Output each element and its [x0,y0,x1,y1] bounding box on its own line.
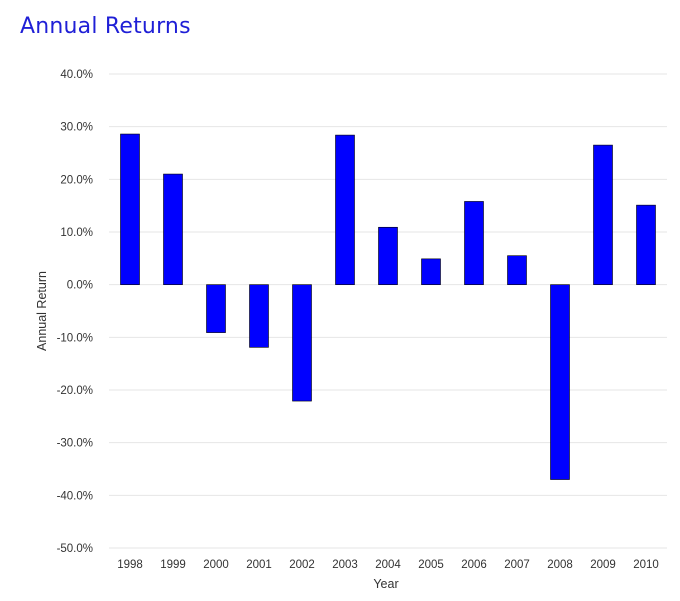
bar-2002 [292,284,312,402]
bar-2008 [550,284,570,480]
y-axis-ticks: 40.0% 30.0% 20.0% 10.0% 0.0% -10.0% -20.0% -30.… [57,69,93,555]
bar-1998 [120,133,140,285]
x-tick-label: 2004 [375,559,401,571]
x-tick-label: 2006 [461,559,487,571]
x-tick-label: 1999 [160,559,186,571]
y-tick-label: 0.0% [67,280,93,292]
x-tick-label: 2008 [547,559,573,571]
x-tick-label: 2003 [332,559,358,571]
x-tick-label: 2010 [633,559,659,571]
bars [120,133,656,480]
bar-2003 [335,134,355,285]
y-axis-title: Annual Return [35,271,49,351]
y-tick-label: -40.0% [57,490,93,502]
bar-2005 [421,258,441,285]
x-axis-ticks: 1998 1999 2000 2001 2002 2003 2004 2005 2006 2007… [117,559,659,571]
bar-1999 [163,173,183,285]
bar-2010 [636,204,656,285]
x-tick-label: 2000 [203,559,229,571]
x-tick-label: 2002 [289,559,315,571]
chart-title: Annual Returns [20,14,191,39]
bar-2004 [378,226,398,285]
y-tick-label: 10.0% [60,227,93,239]
bar-2001 [249,284,269,348]
y-tick-label: -50.0% [57,543,93,555]
bar-2007 [507,255,527,285]
y-tick-label: -10.0% [57,332,93,344]
y-tick-label: 20.0% [60,174,93,186]
x-tick-label: 2007 [504,559,530,571]
x-tick-label: 1998 [117,559,143,571]
bar-2009 [593,144,613,285]
y-tick-label: -20.0% [57,385,93,397]
x-tick-label: 2005 [418,559,444,571]
gridlines [109,73,667,549]
x-axis-title: Year [373,577,398,591]
y-tick-label: 40.0% [60,69,93,81]
y-tick-label: 30.0% [60,122,93,134]
bar-2006 [464,201,484,285]
x-tick-label: 2001 [246,559,272,571]
y-tick-label: -30.0% [57,438,93,450]
x-tick-label: 2009 [590,559,616,571]
bar-2000 [206,284,226,333]
